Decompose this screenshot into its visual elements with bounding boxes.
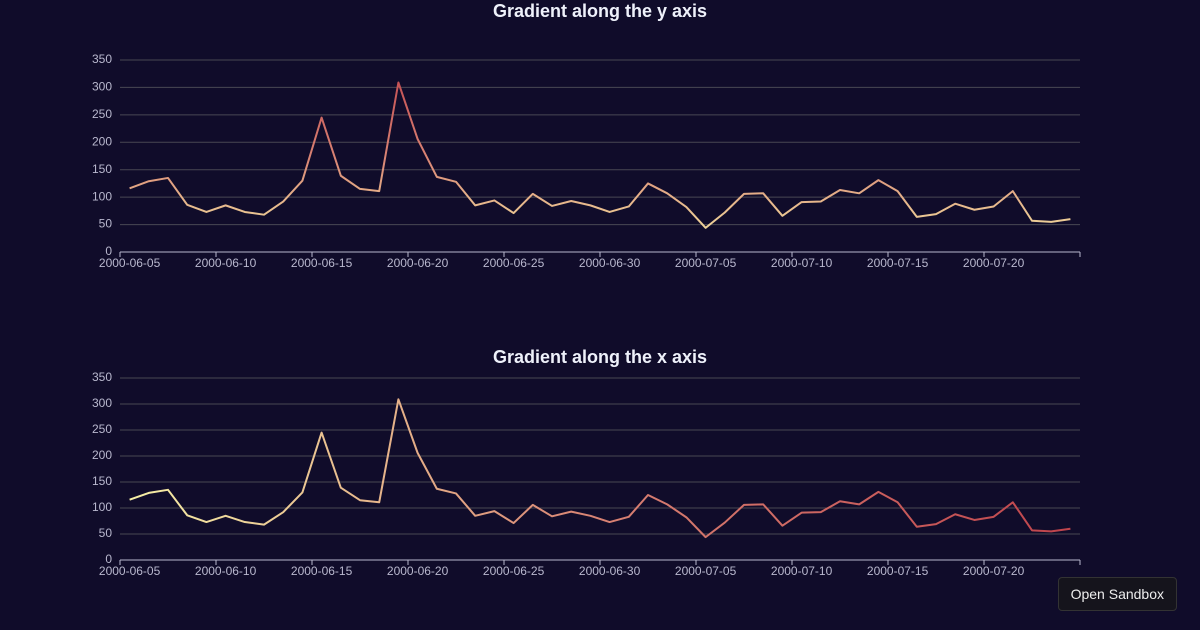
x-tick-label: 2000-07-05 [675,256,737,270]
y-tick-label: 50 [99,526,113,540]
x-tick-label: 2000-07-15 [867,564,929,578]
y-tick-label: 300 [92,396,112,410]
x-tick-label: 2000-07-05 [675,564,737,578]
y-tick-label: 350 [92,370,112,384]
line-series [129,398,1071,539]
x-tick-label: 2000-07-15 [867,256,929,270]
x-tick-label: 2000-06-15 [291,256,353,270]
y-tick-label: 100 [92,500,112,514]
y-tick-label: 0 [105,244,112,258]
chart-title: Gradient along the y axis [493,1,707,21]
y-tick-label: 250 [92,107,112,121]
x-tick-label: 2000-07-20 [963,564,1025,578]
y-tick-label: 200 [92,448,112,462]
y-tick-label: 150 [92,474,112,488]
x-tick-label: 2000-06-10 [195,256,257,270]
x-tick-label: 2000-06-30 [579,564,641,578]
line-series [129,81,1071,229]
x-tick-label: 2000-07-20 [963,256,1025,270]
y-tick-label: 300 [92,80,112,94]
y-tick-label: 0 [105,552,112,566]
y-tick-label: 50 [99,217,113,231]
x-tick-label: 2000-06-20 [387,256,449,270]
y-tick-label: 200 [92,134,112,148]
y-tick-label: 350 [92,52,112,66]
y-tick-label: 250 [92,422,112,436]
y-tick-label: 150 [92,162,112,176]
x-tick-label: 2000-07-10 [771,256,833,270]
x-tick-label: 2000-06-10 [195,564,257,578]
open-sandbox-button[interactable]: Open Sandbox [1057,577,1177,611]
x-tick-label: 2000-06-05 [99,564,161,578]
x-tick-label: 2000-06-05 [99,256,161,270]
x-tick-label: 2000-06-30 [579,256,641,270]
x-tick-label: 2000-07-10 [771,564,833,578]
x-tick-label: 2000-06-15 [291,564,353,578]
x-tick-label: 2000-06-25 [483,564,545,578]
x-tick-label: 2000-06-20 [387,564,449,578]
chart-title: Gradient along the x axis [493,347,707,367]
y-tick-label: 100 [92,189,112,203]
x-tick-label: 2000-06-25 [483,256,545,270]
